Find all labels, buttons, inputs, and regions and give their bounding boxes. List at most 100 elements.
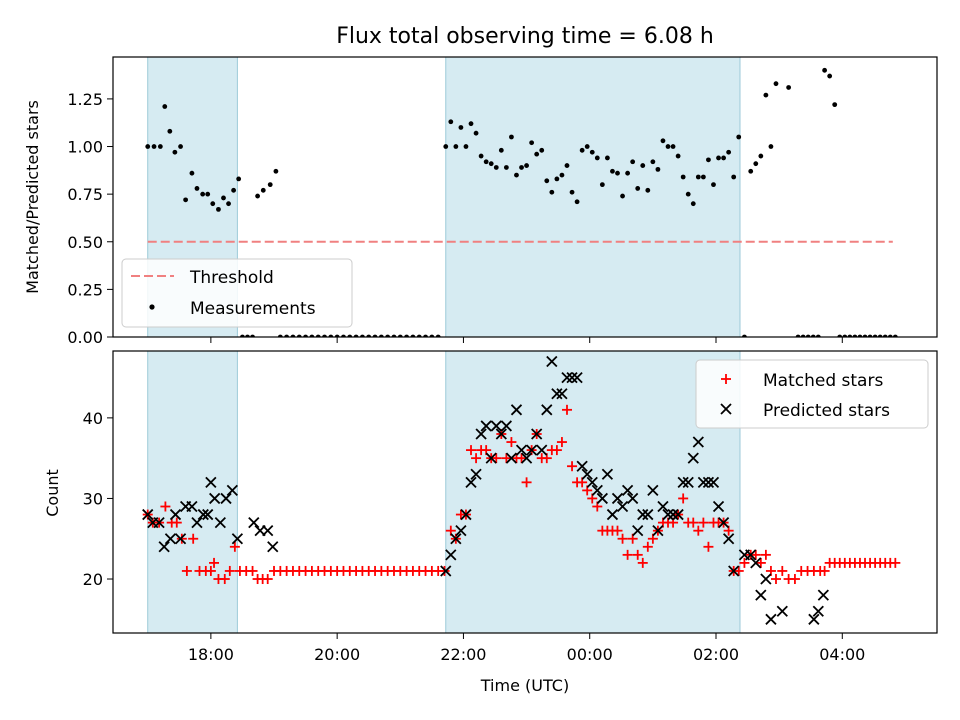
measurement-point: [640, 163, 646, 168]
matched-star-point: [617, 533, 628, 544]
measurement-point: [827, 73, 833, 79]
top-y-tick-label: 0.75: [67, 185, 103, 204]
predicted-star-point: [637, 508, 649, 521]
predicted-star-point: [169, 508, 182, 521]
matched-star-point: [262, 574, 273, 585]
top-shaded-region: [445, 57, 741, 337]
measurement-point: [615, 170, 620, 176]
matched-star-point: [688, 517, 699, 528]
measurement-point: [216, 206, 221, 212]
predicted-star-point: [174, 533, 187, 545]
predicted-star-point: [561, 371, 573, 384]
predicted-star-point: [717, 516, 730, 529]
measurement-point: [554, 176, 560, 182]
matched-star-point: [205, 565, 216, 576]
matched-star-point: [466, 445, 477, 456]
predicted-star-point: [596, 492, 608, 505]
measurement-point: [473, 130, 479, 136]
measurement-point: [255, 193, 260, 199]
predicted-star-point: [525, 444, 538, 456]
measurement-point: [773, 81, 779, 87]
measurement-point: [620, 193, 625, 199]
predicted-star-point: [677, 476, 689, 488]
measurement-point: [584, 144, 590, 149]
predicted-star-point: [745, 549, 757, 561]
matched-star-point: [637, 557, 648, 568]
predicted-star-point: [495, 428, 507, 440]
measurement-point: [610, 168, 615, 174]
measurement-point: [711, 182, 716, 188]
matched-star-point: [642, 541, 653, 552]
measurement-point: [151, 144, 157, 149]
measurement-point: [589, 149, 595, 155]
matched-star-point: [612, 525, 623, 536]
predicted-star-point: [642, 508, 654, 521]
matched-star-point: [551, 445, 562, 456]
predicted-star-point: [470, 468, 482, 480]
matched-star-point: [703, 541, 714, 552]
legend-measurements-swatch: [149, 304, 155, 310]
predicted-star-point: [248, 516, 260, 529]
matched-star-point: [521, 477, 532, 488]
legend-predicted-swatch: [720, 403, 732, 415]
matched-star-point: [750, 549, 761, 560]
matched-star-point: [556, 437, 567, 448]
legend-matched-swatch: [721, 374, 731, 384]
predicted-star-point: [556, 388, 568, 400]
predicted-star-point: [621, 484, 634, 497]
predicted-star-point: [591, 484, 603, 497]
predicted-star-point: [647, 484, 659, 497]
measurement-point: [529, 140, 535, 146]
predicted-star-point: [153, 516, 165, 529]
predicted-star-point: [627, 492, 639, 505]
measurement-point: [822, 67, 828, 73]
x-tick-label: 04:00: [819, 645, 865, 664]
measurement-point: [630, 159, 636, 165]
predicted-star-point: [632, 525, 644, 537]
measurement-point: [685, 191, 691, 197]
predicted-star-point: [571, 371, 583, 384]
measurement-point: [458, 125, 464, 130]
predicted-star-point: [702, 476, 715, 488]
predicted-star-point: [662, 508, 674, 521]
predicted-star-point: [755, 589, 767, 601]
measurement-point: [695, 174, 701, 180]
matched-star-point: [209, 557, 220, 568]
matched-star-point: [171, 517, 182, 528]
measurement-point: [189, 170, 195, 176]
measurement-point: [493, 165, 499, 170]
predicted-star-point: [475, 428, 487, 440]
predicted-star-point: [760, 573, 772, 585]
measurement-point: [178, 144, 183, 149]
measurement-point: [524, 163, 529, 168]
bottom-y-tick-label: 30: [83, 489, 103, 508]
matched-star-point: [224, 565, 235, 576]
bottom-y-axis-label: Count: [43, 469, 62, 517]
measurement-point: [564, 163, 570, 168]
measurement-point: [162, 104, 168, 109]
measurement-point: [731, 174, 737, 180]
matched-star-point: [698, 517, 709, 528]
measurement-point: [736, 134, 742, 140]
predicted-star-point: [262, 525, 274, 537]
predicted-star-point: [728, 565, 740, 577]
matched-star-point: [501, 453, 512, 464]
measurement-point: [172, 149, 178, 155]
predicted-star-point: [697, 476, 710, 488]
matched-star-point: [693, 525, 704, 536]
measurement-point: [650, 159, 656, 165]
measurement-point: [463, 144, 469, 149]
predicted-star-point: [536, 444, 548, 456]
predicted-star-point: [712, 500, 725, 513]
measurement-point: [763, 92, 769, 98]
top-panel: 0.00 0.25 0.50 0.75 1.00 1.25 Threshold Measure…: [67, 56, 938, 347]
predicted-star-point: [776, 605, 788, 617]
predicted-star-point: [164, 533, 177, 545]
predicted-star-point: [485, 452, 497, 464]
bottom-axes-frame: [112, 350, 938, 634]
matched-star-point: [160, 501, 171, 512]
predicted-star-point: [616, 500, 629, 513]
measurement-point: [534, 151, 540, 157]
measurement-point: [200, 191, 206, 197]
matched-star-point: [229, 541, 240, 552]
